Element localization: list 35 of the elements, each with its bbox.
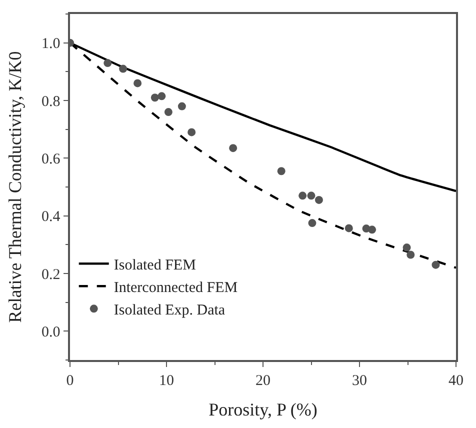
point	[277, 167, 286, 176]
x-tick-label: 10	[159, 372, 174, 389]
point	[178, 102, 186, 110]
y-tick-label: 0.0	[42, 324, 60, 340]
y-tick-label: 1.0	[42, 36, 60, 52]
x-tick-label: 20	[256, 372, 270, 389]
point	[229, 144, 238, 152]
point	[314, 196, 323, 204]
point	[402, 244, 411, 252]
y-tick-label: 0.6	[42, 151, 61, 168]
x-tick-label: 40	[448, 372, 464, 389]
point	[104, 59, 112, 68]
x-axis-title: Porosity, P (%)	[208, 399, 318, 420]
point	[164, 108, 172, 116]
point	[344, 224, 353, 232]
point	[308, 219, 316, 228]
point	[307, 192, 316, 200]
x-tick-label: 0	[66, 372, 74, 389]
legend-label: Interconnected FEM	[114, 280, 238, 296]
x-tick-label: 30	[352, 372, 367, 389]
point	[150, 94, 159, 102]
point	[158, 92, 166, 100]
y-tick-label: 0.2	[42, 266, 60, 283]
y-tick-label: 0.8	[42, 94, 60, 110]
point	[368, 226, 376, 234]
point	[406, 250, 415, 259]
point	[432, 260, 440, 269]
point	[298, 192, 307, 200]
point	[188, 128, 196, 136]
point	[134, 79, 142, 88]
legend-label: Isolated FEM	[114, 258, 196, 274]
y-axis-title: Relative Thermal Conductivity, K/K0	[5, 51, 26, 323]
legend-label: Isolated Exp. Data	[114, 302, 226, 318]
y-tick-label: 0.4	[42, 209, 61, 226]
point	[119, 64, 128, 73]
